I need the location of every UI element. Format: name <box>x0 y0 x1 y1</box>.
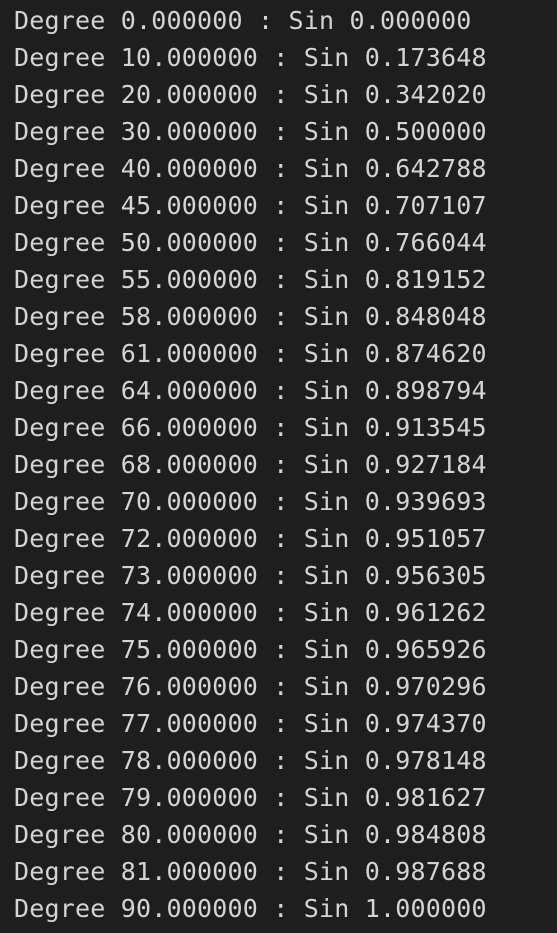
output-line: Degree 50.000000 : Sin 0.766044 <box>14 228 487 257</box>
output-line: Degree 64.000000 : Sin 0.898794 <box>14 376 487 405</box>
output-line: Degree 58.000000 : Sin 0.848048 <box>14 302 487 331</box>
output-line: Degree 80.000000 : Sin 0.984808 <box>14 820 487 849</box>
output-line: Degree 75.000000 : Sin 0.965926 <box>14 635 487 664</box>
output-line: Degree 66.000000 : Sin 0.913545 <box>14 413 487 442</box>
output-line: Degree 76.000000 : Sin 0.970296 <box>14 672 487 701</box>
output-line: Degree 77.000000 : Sin 0.974370 <box>14 709 487 738</box>
output-line: Degree 55.000000 : Sin 0.819152 <box>14 265 487 294</box>
output-line: Degree 20.000000 : Sin 0.342020 <box>14 80 487 109</box>
output-line: Degree 10.000000 : Sin 0.173648 <box>14 43 487 72</box>
output-line: Degree 30.000000 : Sin 0.500000 <box>14 117 487 146</box>
output-line: Degree 74.000000 : Sin 0.961262 <box>14 598 487 627</box>
output-line: Degree 73.000000 : Sin 0.956305 <box>14 561 487 590</box>
output-line: Degree 45.000000 : Sin 0.707107 <box>14 191 487 220</box>
output-line: Degree 81.000000 : Sin 0.987688 <box>14 857 487 886</box>
output-line: Degree 61.000000 : Sin 0.874620 <box>14 339 487 368</box>
output-line: Degree 72.000000 : Sin 0.951057 <box>14 524 487 553</box>
output-line: Degree 40.000000 : Sin 0.642788 <box>14 154 487 183</box>
output-line: Degree 78.000000 : Sin 0.978148 <box>14 746 487 775</box>
output-line: Degree 90.000000 : Sin 1.000000 <box>14 894 487 923</box>
output-line: Degree 0.000000 : Sin 0.000000 <box>14 6 472 35</box>
output-line: Degree 79.000000 : Sin 0.981627 <box>14 783 487 812</box>
output-line: Degree 68.000000 : Sin 0.927184 <box>14 450 487 479</box>
output-line: Degree 70.000000 : Sin 0.939693 <box>14 487 487 516</box>
